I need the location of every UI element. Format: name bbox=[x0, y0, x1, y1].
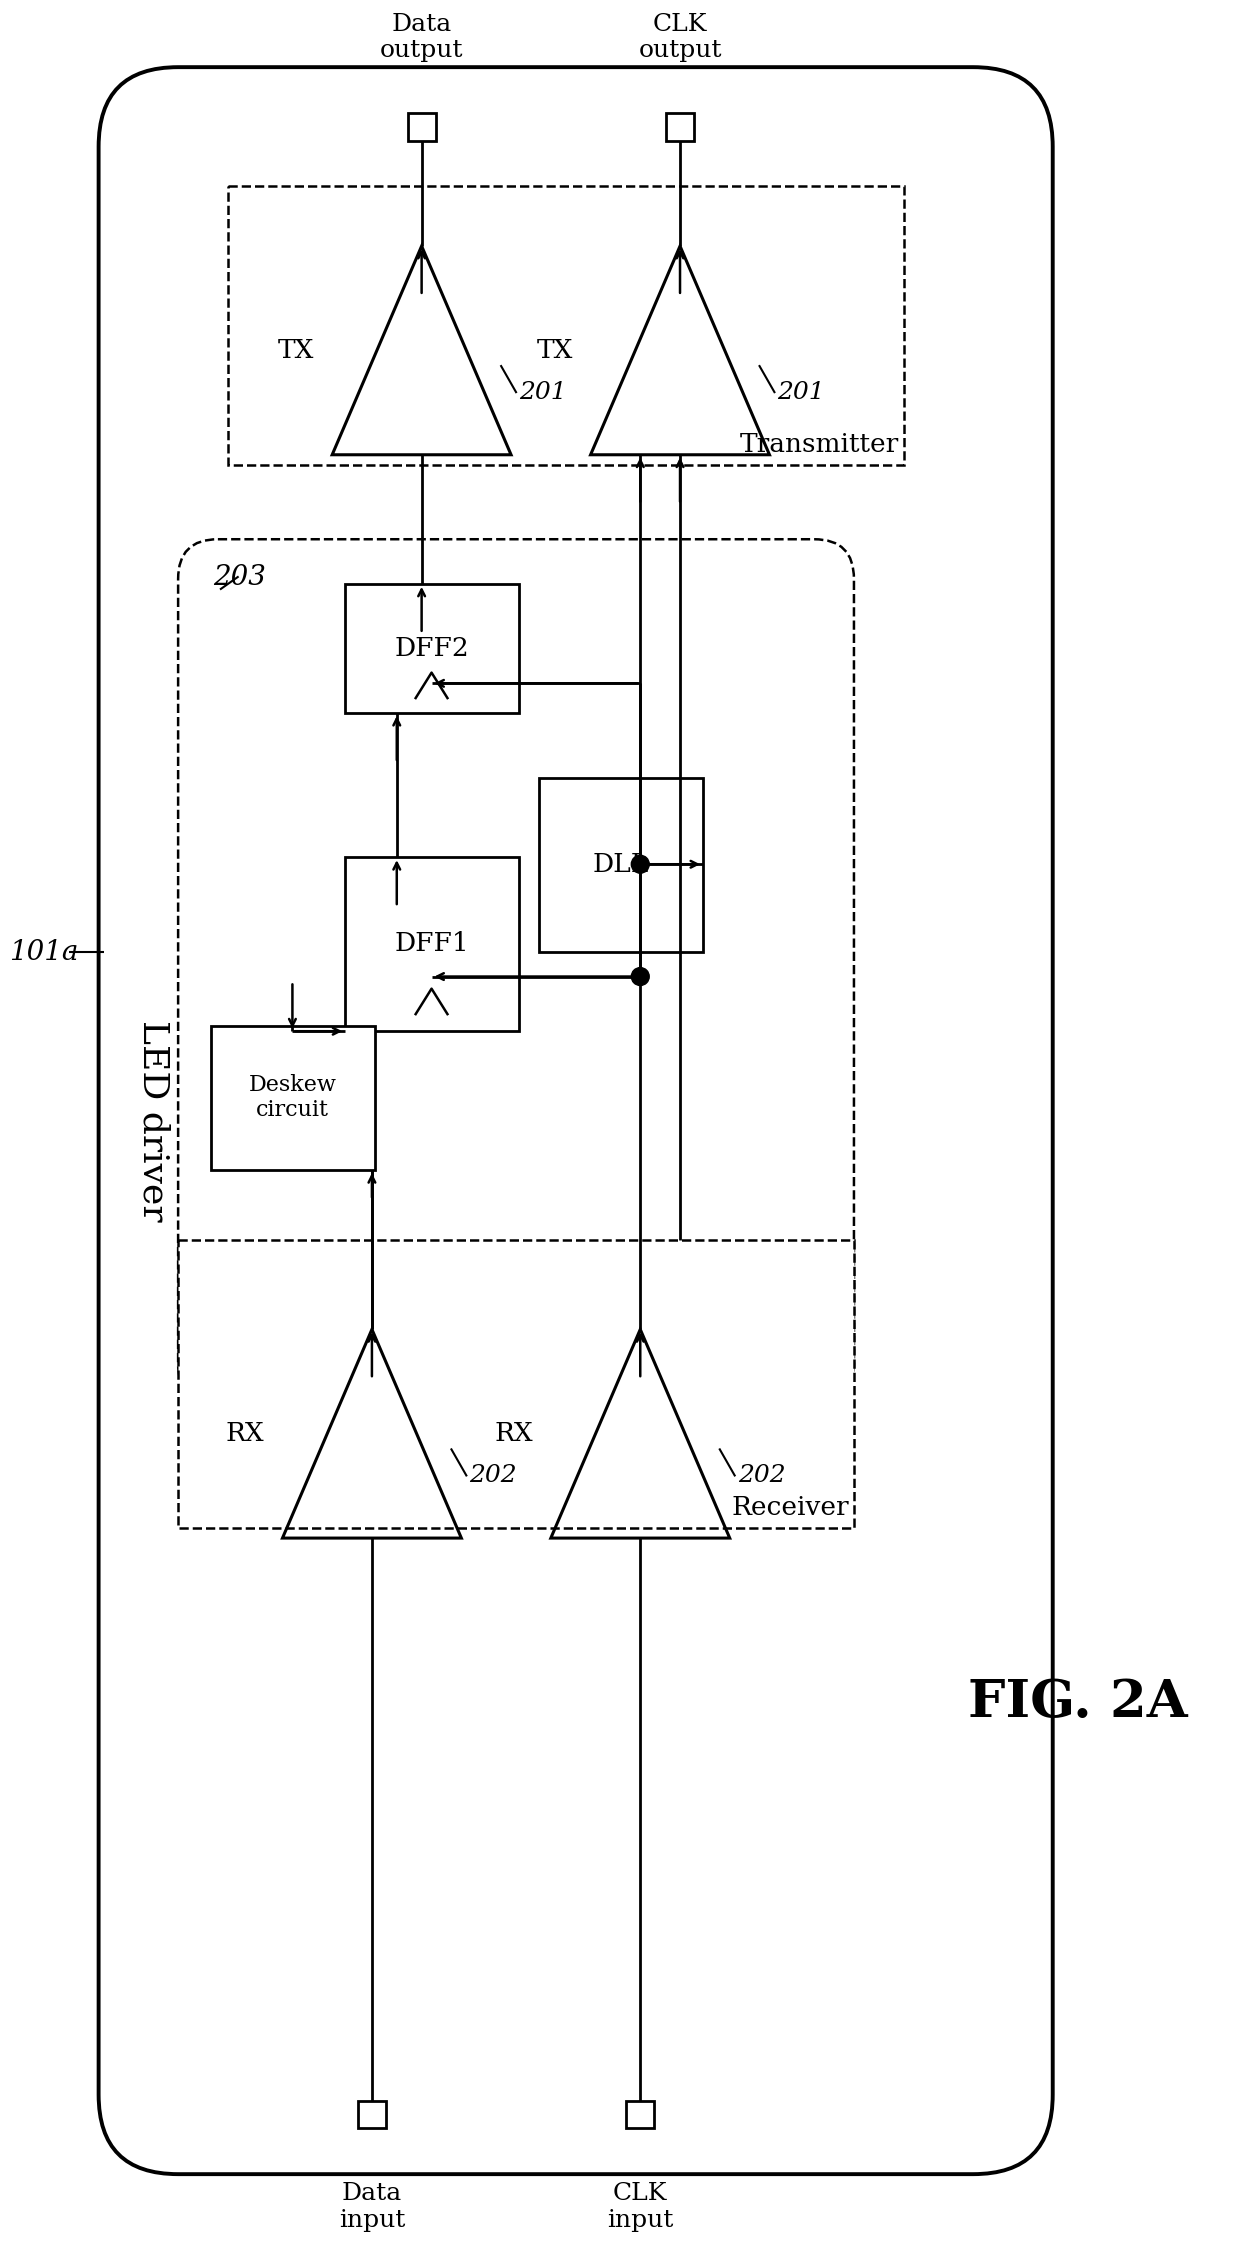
Text: 202: 202 bbox=[738, 1465, 785, 1487]
Text: TX: TX bbox=[278, 337, 314, 362]
Text: 101a: 101a bbox=[9, 940, 78, 964]
Text: Data
output: Data output bbox=[379, 14, 464, 61]
Bar bbox=[358, 2101, 386, 2128]
Circle shape bbox=[631, 856, 650, 874]
Text: DFF2: DFF2 bbox=[394, 636, 469, 661]
Bar bbox=[179, 1241, 854, 1528]
Circle shape bbox=[631, 967, 650, 985]
Bar bbox=[211, 1026, 374, 1170]
Text: Transmitter: Transmitter bbox=[739, 432, 899, 457]
Text: CLK
input: CLK input bbox=[608, 2182, 673, 2232]
Text: TX: TX bbox=[537, 337, 573, 362]
Bar bbox=[408, 113, 435, 140]
Bar bbox=[228, 186, 904, 464]
Text: Deskew
circuit: Deskew circuit bbox=[248, 1073, 336, 1121]
Bar bbox=[626, 2101, 655, 2128]
Bar bbox=[666, 113, 694, 140]
Text: FIG. 2A: FIG. 2A bbox=[967, 1678, 1188, 1727]
FancyBboxPatch shape bbox=[179, 539, 854, 1404]
Text: DLL: DLL bbox=[593, 851, 649, 876]
Text: DFF1: DFF1 bbox=[394, 931, 469, 955]
Text: CLK
output: CLK output bbox=[639, 14, 722, 61]
Text: RX: RX bbox=[226, 1422, 264, 1447]
Bar bbox=[345, 584, 520, 713]
Text: Data
input: Data input bbox=[339, 2182, 405, 2232]
FancyBboxPatch shape bbox=[99, 68, 1053, 2173]
Text: 201: 201 bbox=[520, 380, 567, 403]
Text: 201: 201 bbox=[777, 380, 825, 403]
Bar bbox=[345, 858, 520, 1030]
Bar bbox=[539, 779, 703, 951]
Text: Receiver: Receiver bbox=[732, 1494, 849, 1519]
Text: RX: RX bbox=[495, 1422, 533, 1447]
Text: 203: 203 bbox=[213, 564, 265, 591]
Text: LED driver: LED driver bbox=[136, 1019, 170, 1223]
Text: 202: 202 bbox=[469, 1465, 517, 1487]
